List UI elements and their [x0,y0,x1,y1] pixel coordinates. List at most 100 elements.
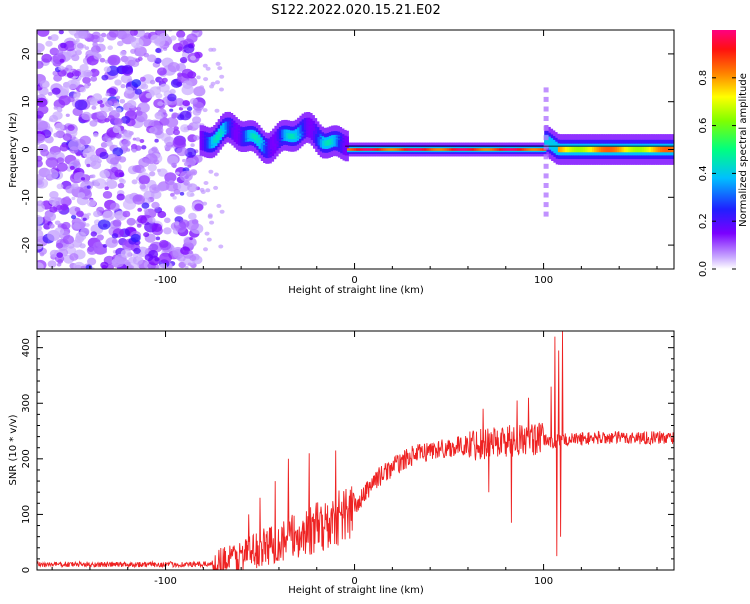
heatmap-cell [125,86,134,94]
heatmap-cell [66,79,78,90]
heatmap-cell [204,231,210,236]
heatmap-cell [315,134,320,140]
heatmap-cell [546,139,551,145]
heatmap-cell [62,235,74,245]
heatmap-cell [137,207,143,212]
heatmap-cell [97,36,105,43]
heatmap-cell [157,67,167,76]
heatmap-cell [358,148,363,151]
y-tick-label: 200 [21,449,32,468]
heatmap-cell [69,165,75,170]
heatmap-cell [90,76,98,82]
heatmap-cell [188,212,197,220]
heatmap-cell [92,42,98,47]
heatmap-cell [104,181,108,185]
heatmap-cell [154,37,166,47]
heatmap-cell [603,146,608,153]
heatmap-cell [467,148,472,151]
heatmap-cell [64,196,70,201]
heatmap-cell [174,221,180,226]
heatmap-cell [137,56,143,62]
heatmap-cell [91,174,96,179]
heatmap-cell [543,135,549,141]
heatmap-cell [333,138,338,144]
heatmap-cell [192,101,204,111]
heatmap-cell [537,148,542,151]
heatmap-cell [616,146,622,153]
heatmap-cell [426,148,431,151]
heatmap-cell [184,147,197,158]
heatmap-cell [89,154,100,163]
heatmap-cell [196,75,201,80]
chart-title: S122.2022.020.15.21.E02 [271,3,440,18]
heatmap-cell [45,40,53,47]
heatmap-cell [453,148,458,151]
heatmap-cell [74,207,81,212]
heatmap-cell [657,146,662,153]
heatmap-cell [612,146,617,153]
heatmap-cell [292,133,297,139]
heatmap-cell [151,223,163,233]
heatmap-cell [641,146,647,153]
heatmap-cell [147,163,157,172]
heatmap-cell [526,148,531,151]
heatmap-cell [131,179,138,185]
heatmap-cell [37,241,43,250]
heatmap-cell [310,127,315,134]
heatmap-cell [299,128,304,134]
heatmap-cell [141,168,146,173]
heatmap-cell [176,146,188,157]
heatmap-cell [635,146,640,153]
snr-ticks: -100 0 100 0 100 200 300 400 [21,331,674,587]
heatmap-cell [220,128,225,134]
heatmap-cell [167,155,179,166]
heatmap-cell [101,136,109,142]
heatmap-cell [442,148,447,151]
heatmap-cell [59,143,69,152]
heatmap-cell [147,217,156,224]
heatmap-cell [326,140,331,146]
heatmap-cell [362,148,368,151]
heatmap-cell [87,257,97,266]
heatmap-cell [115,133,122,139]
heatmap-cell [73,160,81,167]
heatmap-cell [630,146,635,153]
heatmap-cell [503,148,508,151]
heatmap-cell [209,220,215,225]
heatmap-cell [93,53,102,60]
heatmap-cell [356,148,361,151]
heatmap-cell [99,103,105,108]
heatmap-cell [176,30,186,38]
heatmap-cell [37,120,48,131]
y-tick-label: -10 [21,189,32,205]
heatmap-cell [159,239,169,248]
heatmap-cell [125,262,132,267]
heatmap-cell [129,36,137,42]
heatmap-cell [137,102,150,113]
heatmap-cell [121,116,131,124]
heatmap-cell [56,157,65,164]
heatmap-cell [132,194,145,205]
heatmap-cell [111,110,117,115]
heatmap-cell [134,50,141,56]
heatmap-cell [598,146,603,153]
heatmap-cell [126,217,136,226]
heatmap-cell [57,259,63,264]
heatmap-cell [165,117,179,128]
heatmap-cell [464,148,470,151]
heatmap-cell [120,84,126,89]
heatmap-cell [187,183,198,193]
heatmap-cell [543,116,549,121]
heatmap-cell [229,125,234,131]
heatmap-cell [148,250,159,259]
y-tick-label: 100 [21,505,32,524]
heatmap-cell [108,106,114,112]
x-tick-label: -100 [154,275,177,286]
heatmap-cell [126,148,131,152]
heatmap-cell [428,148,433,151]
heatmap-cell [496,148,501,151]
heatmap-cell [505,148,510,151]
heatmap-cell [324,140,329,146]
